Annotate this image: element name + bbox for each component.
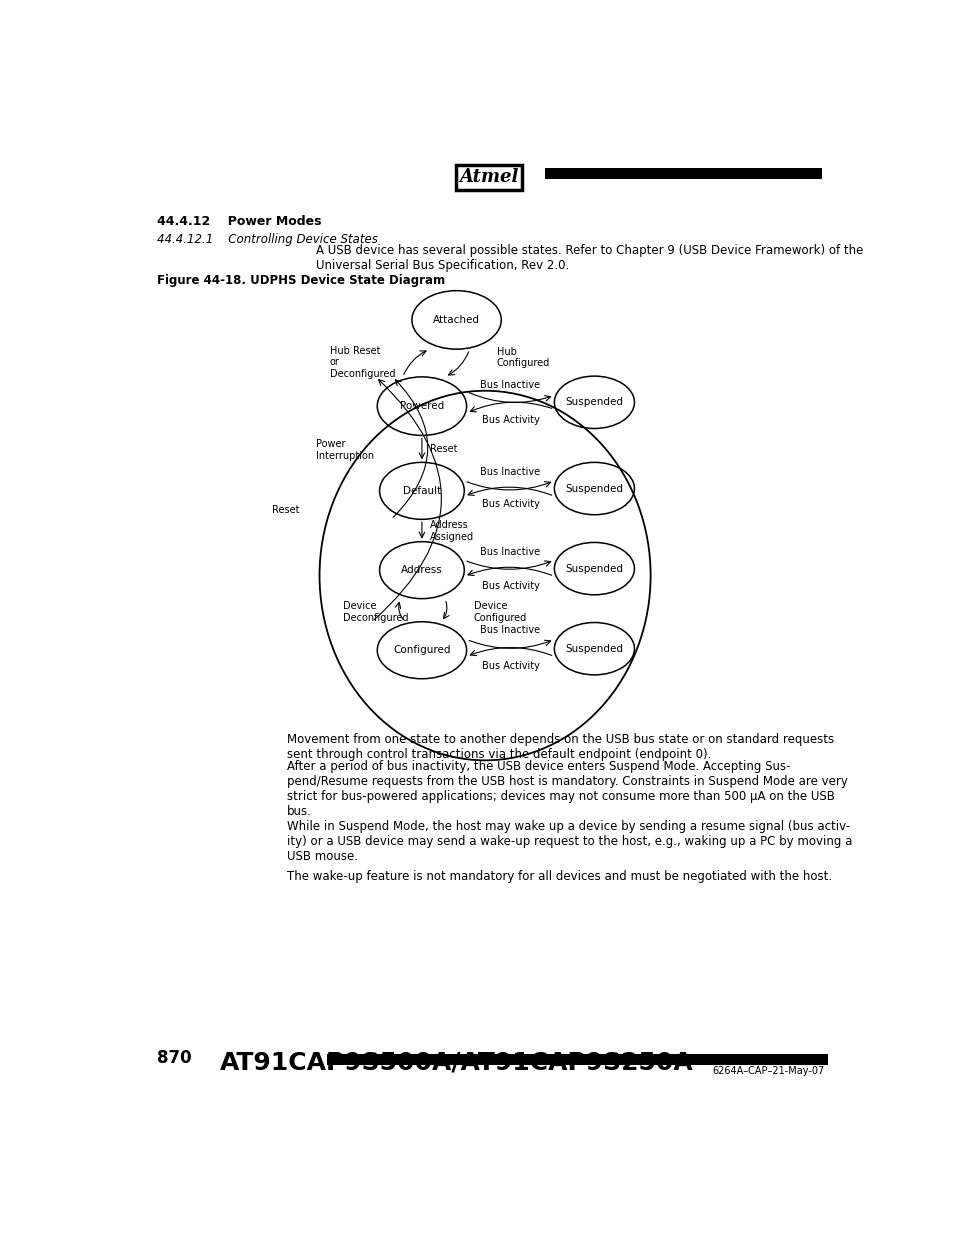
Text: Bus Inactive: Bus Inactive — [480, 467, 540, 477]
Text: Suspended: Suspended — [565, 563, 622, 573]
Text: Power
Interruption: Power Interruption — [316, 440, 375, 461]
Text: Bus Inactive: Bus Inactive — [480, 625, 540, 635]
Text: Powered: Powered — [399, 401, 443, 411]
Text: Configured: Configured — [393, 645, 450, 656]
Text: Attached: Attached — [433, 315, 479, 325]
Text: 44.4.12.1    Controlling Device States: 44.4.12.1 Controlling Device States — [157, 233, 377, 246]
Text: Default: Default — [402, 485, 440, 495]
Text: Figure 44-18. UDPHS Device State Diagram: Figure 44-18. UDPHS Device State Diagram — [157, 274, 445, 287]
Text: Suspended: Suspended — [565, 643, 622, 653]
Text: After a period of bus inactivity, the USB device enters Suspend Mode. Accepting : After a period of bus inactivity, the US… — [287, 761, 847, 819]
Text: Reset: Reset — [429, 443, 456, 453]
Text: Suspended: Suspended — [565, 398, 622, 408]
Text: Suspended: Suspended — [565, 484, 622, 494]
Text: Bus Inactive: Bus Inactive — [480, 547, 540, 557]
Text: Bus Activity: Bus Activity — [481, 580, 538, 590]
Text: Hub Reset
or
Deconfigured: Hub Reset or Deconfigured — [329, 346, 395, 379]
Text: A USB device has several possible states. Refer to Chapter 9 (USB Device Framewo: A USB device has several possible states… — [316, 245, 862, 273]
Text: Bus Activity: Bus Activity — [481, 499, 538, 509]
Text: While in Suspend Mode, the host may wake up a device by sending a resume signal : While in Suspend Mode, the host may wake… — [287, 820, 852, 863]
Text: Bus Inactive: Bus Inactive — [480, 379, 540, 389]
Text: The wake-up feature is not mandatory for all devices and must be negotiated with: The wake-up feature is not mandatory for… — [287, 869, 831, 883]
Text: Address: Address — [400, 566, 442, 576]
Text: Reset: Reset — [272, 505, 299, 515]
Text: 44.4.12    Power Modes: 44.4.12 Power Modes — [157, 215, 321, 228]
Text: Movement from one state to another depends on the USB bus state or on standard r: Movement from one state to another depen… — [287, 734, 834, 762]
Text: Bus Activity: Bus Activity — [481, 415, 538, 425]
Text: Hub
Configured: Hub Configured — [497, 347, 549, 368]
Text: Device
Configured: Device Configured — [473, 601, 526, 622]
Text: Bus Activity: Bus Activity — [481, 661, 538, 671]
Text: Device
Deconfigured: Device Deconfigured — [343, 601, 409, 622]
Text: 6264A–CAP–21-May-07: 6264A–CAP–21-May-07 — [712, 1066, 823, 1076]
Text: Address
Assigned: Address Assigned — [429, 520, 474, 542]
Bar — [544, 168, 821, 179]
Text: 870: 870 — [157, 1049, 192, 1067]
Text: Atmel: Atmel — [458, 168, 518, 186]
Text: AT91CAP9S500A/AT91CAP9S250A: AT91CAP9S500A/AT91CAP9S250A — [220, 1051, 693, 1074]
Bar — [327, 1055, 827, 1065]
